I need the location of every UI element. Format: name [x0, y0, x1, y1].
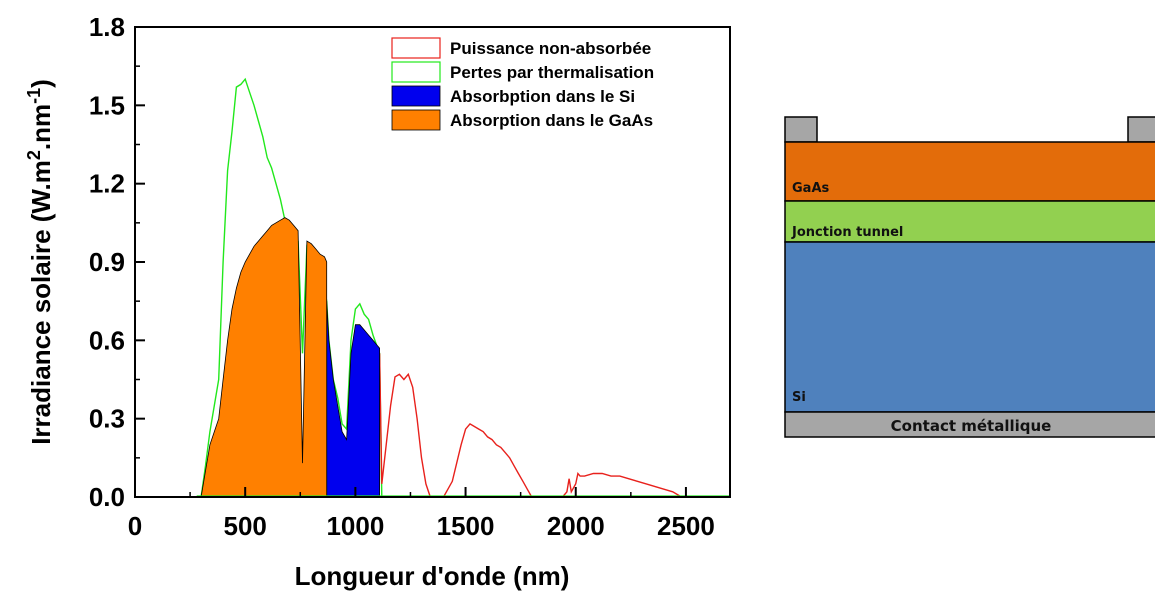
legend-swatch	[391, 85, 441, 107]
y-tick-label: 0.0	[89, 482, 125, 512]
x-tick-label: 0	[128, 511, 142, 541]
y-tick-label: 0.9	[89, 247, 125, 277]
series-1-line	[378, 353, 730, 498]
legend-swatch	[391, 61, 441, 83]
series-3-area	[200, 217, 328, 498]
y-tick-label: 1.2	[89, 169, 125, 199]
legend-swatch	[391, 37, 441, 59]
layer-label-gaas: GaAs	[792, 181, 830, 196]
x-tick-label: 1500	[437, 511, 495, 541]
y-tick-label: 0.3	[89, 404, 125, 434]
layer-gaas	[784, 141, 1155, 202]
front-contact-right	[1127, 116, 1155, 143]
legend: Puissance non-absorbée Pertes par thermal…	[391, 37, 654, 131]
x-axis-title: Longueur d'onde (nm)	[295, 561, 570, 591]
y-tick-label: 1.5	[89, 90, 125, 120]
series-2-area	[326, 301, 380, 498]
layer-label-si: Si	[792, 390, 806, 405]
legend-swatch	[391, 109, 441, 131]
x-tick-label: 2000	[547, 511, 605, 541]
back-contact-label: Contact métallique	[891, 417, 1052, 435]
y-axis-title-superscript: -1	[24, 88, 44, 104]
back-contact	[784, 411, 1155, 438]
y-axis-title-part: .nm	[26, 104, 56, 150]
layer-tunnel-junction	[784, 200, 1155, 243]
y-axis-title-part: Irradiance solaire (W.m	[26, 160, 56, 445]
front-contact-left	[784, 116, 818, 143]
ticks-layer: 0 500 1000 1500 2000 2500 0.0 0.3 0.6 0.9 1.2 1.5 1.…	[89, 12, 715, 541]
y-axis-title-part: )	[26, 79, 56, 88]
x-tick-label: 500	[223, 511, 266, 541]
y-tick-label: 1.8	[89, 12, 125, 42]
legend-label: Absorbption dans le Si	[450, 87, 635, 106]
legend-label: Pertes par thermalisation	[450, 63, 654, 82]
y-axis-title-superscript: 2	[24, 150, 44, 160]
legend-label: Puissance non-absorbée	[450, 39, 651, 58]
legend-label: Absorption dans le GaAs	[450, 111, 653, 130]
y-tick-label: 0.6	[89, 325, 125, 355]
y-axis-title: Irradiance solaire (W.m2.nm-1)	[24, 79, 56, 445]
x-tick-label: 1000	[326, 511, 384, 541]
layer-label-tunnel-junction: Jonction tunnel	[791, 225, 903, 240]
cell-structure-diagram: GaAs Jonction tunnel Si Contact métalliq…	[784, 116, 1155, 438]
x-tick-label: 2500	[657, 511, 715, 541]
layer-si	[784, 241, 1155, 413]
